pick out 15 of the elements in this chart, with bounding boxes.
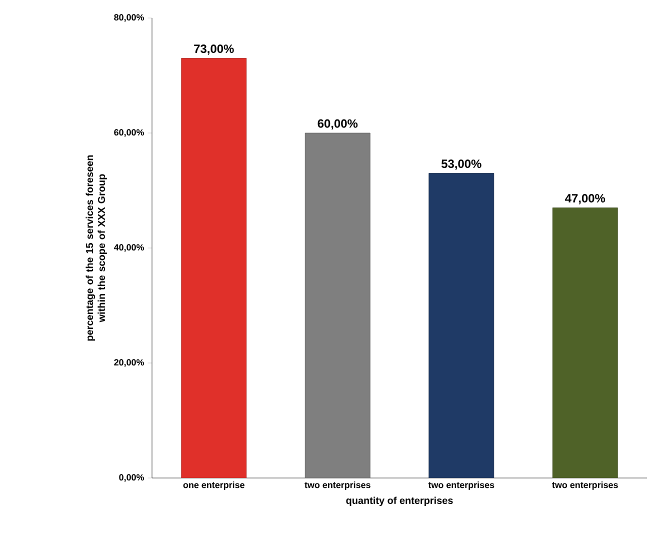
- data-label: 73,00%: [194, 44, 234, 55]
- x-tick-label: two enterprises: [552, 482, 618, 490]
- y-tick-label: 0,00%: [119, 474, 144, 482]
- data-label: 53,00%: [441, 160, 482, 170]
- y-tick-label: 20,00%: [114, 359, 144, 367]
- x-tick-label: two enterprises: [428, 482, 494, 490]
- data-label: 47,00%: [565, 194, 606, 204]
- y-tick-label: 40,00%: [114, 244, 144, 252]
- y-tick-label: 60,00%: [114, 129, 144, 137]
- x-tick-label: two enterprises: [304, 482, 370, 490]
- x-tick-label: one enterprise: [183, 482, 244, 490]
- y-axis-title: percentage of the 15 services foreseen within the scope of XXX Group: [86, 155, 107, 341]
- y-tick-label: 80,00%: [114, 14, 144, 22]
- data-label: 60,00%: [318, 119, 358, 130]
- x-axis-title: quantity of enterprises: [346, 496, 453, 506]
